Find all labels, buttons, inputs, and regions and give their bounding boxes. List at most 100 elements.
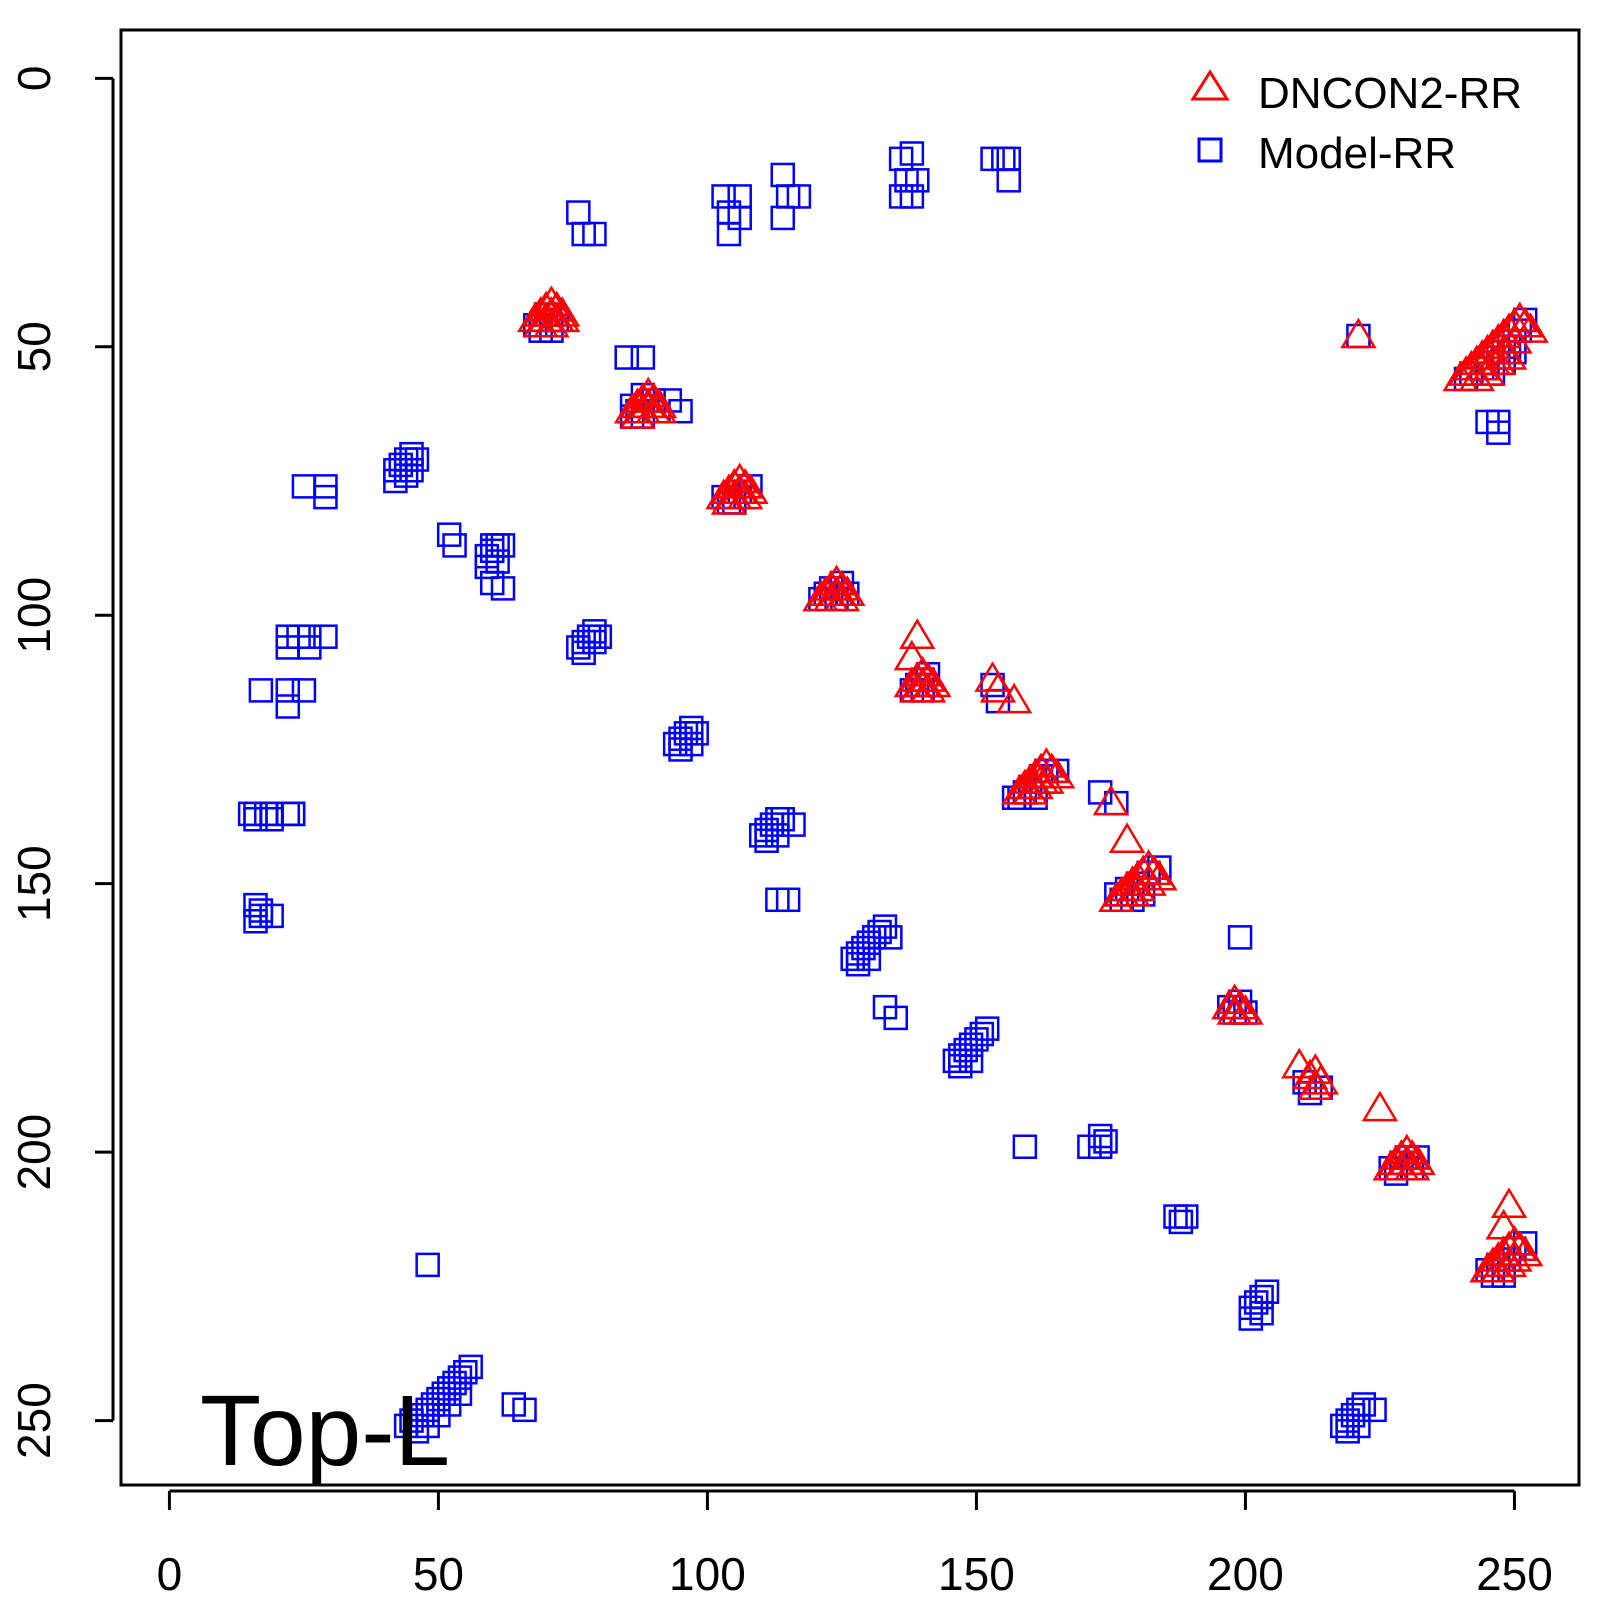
dncon2-rr-point bbox=[640, 392, 678, 424]
model-rr-point bbox=[280, 801, 306, 827]
model-rr-point bbox=[716, 221, 742, 247]
model-rr-point bbox=[248, 678, 274, 703]
dncon2-rr-point bbox=[1458, 360, 1495, 392]
y-axis: 0 50 100 150 200 250 bbox=[8, 66, 115, 1459]
dncon2-rr-point bbox=[893, 639, 931, 671]
dncon2-rr-point bbox=[1507, 1235, 1544, 1267]
plot-area-frame bbox=[119, 28, 1581, 1487]
dncon2-rr-point bbox=[1496, 1241, 1533, 1272]
x-tick-label: 200 bbox=[1207, 1548, 1284, 1600]
model-rr-point bbox=[1227, 925, 1253, 950]
model-rr-point bbox=[313, 484, 338, 510]
model-rr-point bbox=[775, 887, 801, 913]
dncon2-rr-point bbox=[909, 671, 947, 703]
model-rr-point bbox=[243, 806, 268, 832]
model-rr-point bbox=[614, 345, 639, 370]
y-tick-label: 150 bbox=[8, 845, 60, 922]
model-rr-point bbox=[1486, 420, 1511, 445]
series-triangle bbox=[517, 285, 1549, 1283]
dncon2-rr-point bbox=[823, 580, 861, 612]
model-rr-point bbox=[770, 205, 795, 231]
x-tick-label: 0 bbox=[157, 1548, 183, 1600]
model-rr-point bbox=[243, 909, 268, 934]
dncon2-rr-point bbox=[979, 671, 1017, 703]
dncon2-rr-point bbox=[1469, 355, 1506, 386]
model-rr-point bbox=[711, 184, 736, 209]
dncon2-rr-point bbox=[1130, 865, 1167, 896]
model-rr-point bbox=[479, 533, 505, 558]
model-rr-point bbox=[1249, 1300, 1274, 1326]
dncon2-rr-point bbox=[1490, 339, 1528, 370]
model-rr-point bbox=[566, 200, 591, 225]
model-rr-point bbox=[899, 141, 925, 166]
model-rr-point bbox=[415, 1252, 440, 1278]
model-rr-point bbox=[259, 903, 284, 929]
x-tick-label: 250 bbox=[1476, 1548, 1553, 1600]
model-rr-point bbox=[958, 1048, 984, 1074]
model-rr-point bbox=[786, 184, 812, 209]
model-rr-point bbox=[878, 925, 903, 950]
model-rr-point bbox=[291, 678, 317, 703]
model-rr-point bbox=[996, 168, 1021, 193]
dncon2-rr-point bbox=[1512, 312, 1549, 343]
model-rr-point bbox=[442, 533, 467, 558]
model-rr-point bbox=[679, 731, 704, 757]
series-layer bbox=[237, 141, 1549, 1444]
model-rr-point bbox=[297, 635, 322, 660]
x-axis: 0 50 100 150 200 250 bbox=[157, 1489, 1553, 1600]
y-tick-label: 0 bbox=[8, 66, 60, 92]
dncon2-rr-point bbox=[904, 666, 941, 698]
model-rr-point bbox=[1012, 1134, 1038, 1160]
dncon2-rr-point bbox=[726, 478, 764, 510]
x-tick-label: 150 bbox=[938, 1548, 1015, 1600]
dncon2-rr-point bbox=[1340, 317, 1377, 349]
model-rr-point bbox=[582, 629, 607, 655]
model-rr-point bbox=[996, 146, 1021, 172]
dncon2-rr-point bbox=[1302, 1063, 1339, 1095]
dncon2-rr-point bbox=[1022, 763, 1060, 794]
y-tick-label: 200 bbox=[8, 1114, 60, 1191]
dncon2-rr-point bbox=[1216, 994, 1253, 1025]
y-tick-label: 50 bbox=[8, 321, 60, 372]
series-square bbox=[237, 141, 1538, 1444]
dncon2-rr-point bbox=[710, 484, 748, 515]
model-rr-point bbox=[899, 184, 925, 209]
dncon2-rr-point bbox=[1480, 1251, 1517, 1283]
dncon2-rr-point bbox=[1480, 344, 1517, 376]
model-rr-point bbox=[447, 1381, 473, 1406]
model-rr-point bbox=[1087, 1123, 1113, 1149]
model-rr-point bbox=[1093, 1129, 1118, 1154]
model-rr-point bbox=[1174, 1204, 1199, 1229]
legend-label-dncon2-rr: DNCON2-RR bbox=[1258, 69, 1522, 118]
x-tick-label: 50 bbox=[413, 1548, 464, 1600]
model-rr-point bbox=[1346, 323, 1371, 349]
model-rr-point bbox=[275, 678, 301, 703]
dncon2-rr-point bbox=[1114, 875, 1151, 907]
dncon2-rr-point bbox=[1038, 757, 1076, 789]
legend-triangle-marker bbox=[1190, 69, 1230, 101]
dncon2-rr-point bbox=[1092, 784, 1130, 816]
dncon2-rr-point bbox=[1447, 355, 1485, 386]
dncon2-rr-point bbox=[543, 301, 581, 333]
legend-square-marker bbox=[1197, 137, 1223, 163]
model-rr-point bbox=[1168, 1209, 1194, 1235]
model-rr-point bbox=[259, 806, 284, 832]
model-rr-point bbox=[905, 168, 930, 193]
dncon2-rr-point bbox=[1141, 859, 1178, 891]
dncon2-rr-point bbox=[1490, 1187, 1528, 1219]
y-tick-label: 100 bbox=[8, 577, 60, 654]
y-tick-label: 250 bbox=[8, 1382, 60, 1459]
model-rr-point bbox=[237, 801, 263, 827]
dncon2-rr-point bbox=[1507, 306, 1544, 338]
model-rr-point bbox=[490, 576, 516, 601]
dncon2-rr-point bbox=[995, 682, 1033, 714]
model-rr-point bbox=[280, 801, 306, 827]
dncon2-rr-point bbox=[818, 575, 855, 606]
model-rr-point bbox=[974, 1016, 1000, 1041]
dncon2-rr-point bbox=[1490, 1246, 1528, 1278]
dncon2-rr-point bbox=[1394, 1149, 1431, 1181]
model-rr-point bbox=[856, 946, 882, 972]
dncon2-rr-point bbox=[1361, 1090, 1399, 1122]
model-rr-point bbox=[458, 1354, 483, 1380]
